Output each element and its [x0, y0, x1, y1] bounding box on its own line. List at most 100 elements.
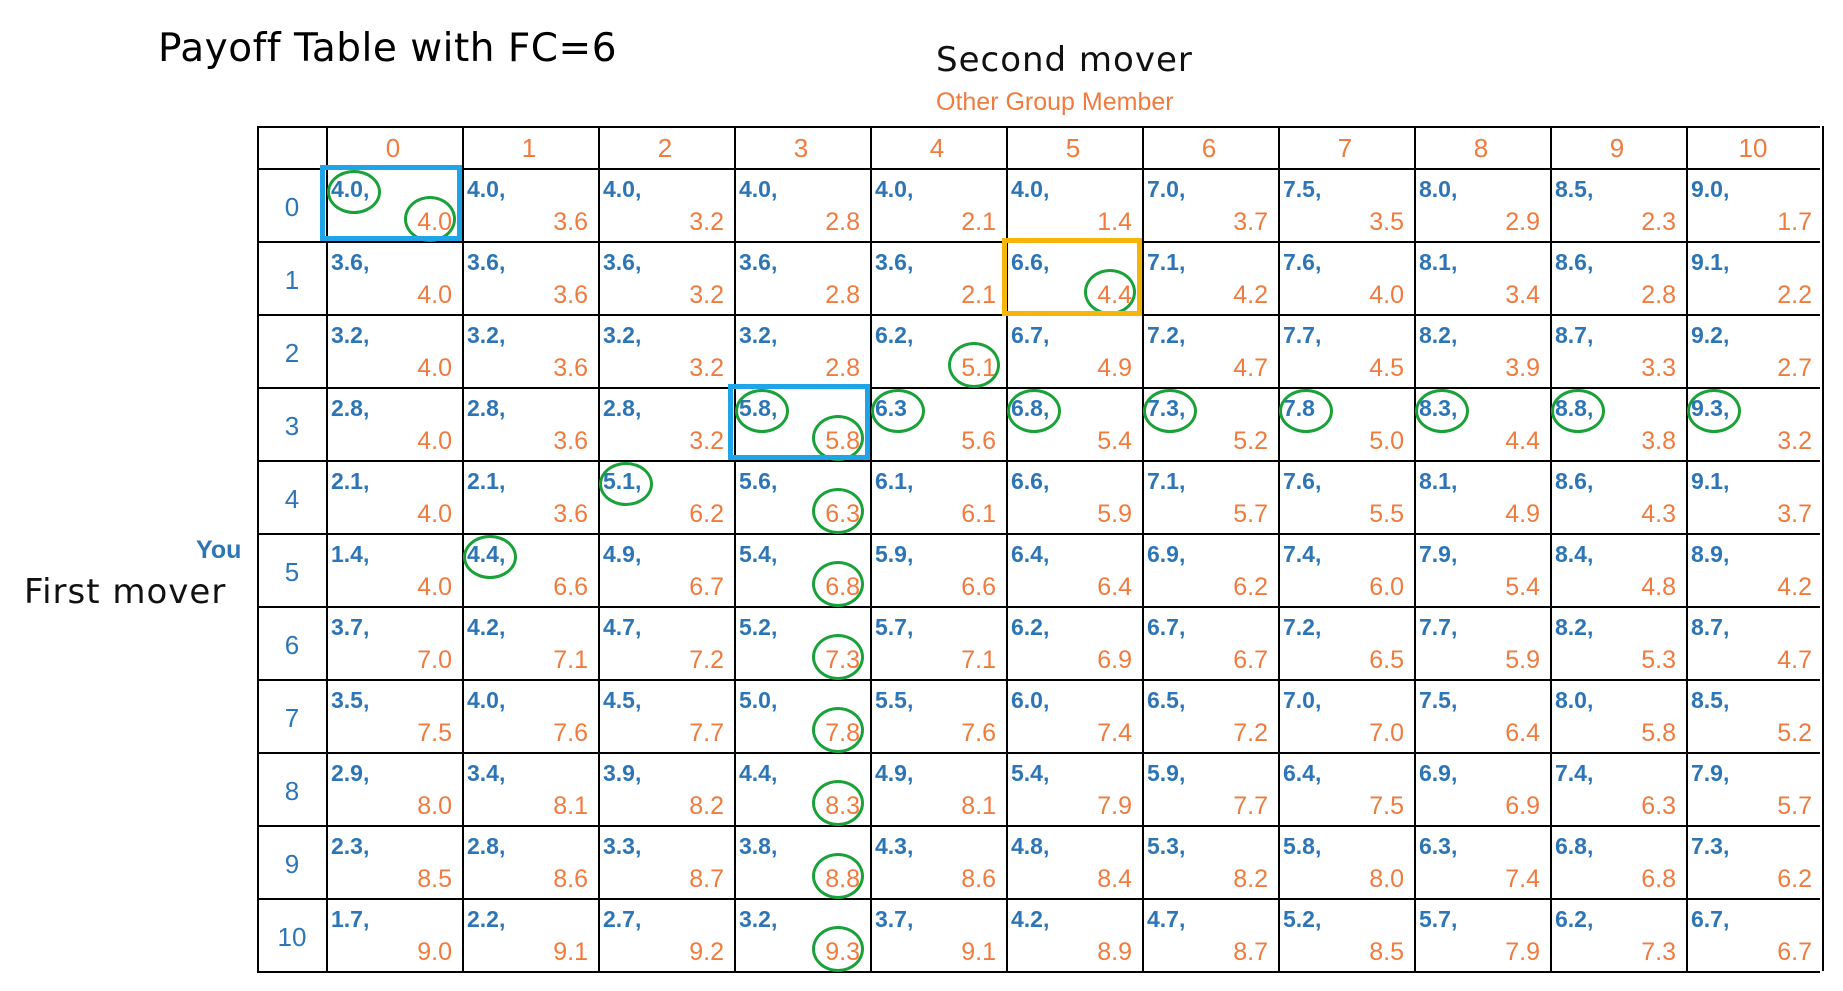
first-mover-payoff: 7.4,: [1555, 760, 1594, 786]
first-mover-payoff: 4.0,: [875, 176, 914, 202]
second-mover-payoff: 5.2: [1777, 719, 1812, 747]
second-mover-payoff: 5.5: [1369, 500, 1404, 528]
table-col-divider: [1414, 126, 1416, 971]
column-header: 1: [521, 133, 537, 163]
first-mover-payoff: 3.2,: [331, 322, 370, 348]
first-mover-payoff: 4.0,: [739, 176, 778, 202]
first-mover-payoff: 6.4,: [1283, 760, 1322, 786]
second-mover-payoff: 8.4: [1097, 865, 1132, 893]
best-response-circle: [948, 342, 1000, 388]
second-mover-payoff: 3.5: [1369, 208, 1404, 236]
second-mover-payoff: 4.8: [1641, 573, 1676, 601]
table-row-divider: [257, 825, 1820, 827]
second-mover-payoff: 4.7: [1777, 646, 1812, 674]
second-mover-payoff: 6.5: [1369, 646, 1404, 674]
second-mover-payoff: 3.6: [553, 427, 588, 455]
first-mover-payoff: 3.7,: [875, 906, 914, 932]
table-row-divider: [257, 679, 1820, 681]
second-mover-payoff: 4.9: [1505, 500, 1540, 528]
second-mover-payoff: 8.2: [689, 792, 724, 820]
second-mover-payoff: 8.0: [1369, 865, 1404, 893]
first-mover-payoff: 4.4,: [739, 760, 778, 786]
second-mover-payoff: 3.6: [553, 281, 588, 309]
first-mover-payoff: 3.2,: [739, 322, 778, 348]
first-mover-payoff: 5.6,: [739, 468, 778, 494]
second-mover-payoff: 6.7: [1233, 646, 1268, 674]
second-mover-payoff: 6.3: [1641, 792, 1676, 820]
second-mover-payoff: 7.9: [1097, 792, 1132, 820]
first-mover-payoff: 3.6,: [467, 249, 506, 275]
table-col-divider: [326, 126, 328, 971]
second-mover-payoff: 9.2: [689, 938, 724, 966]
second-mover-payoff: 7.5: [417, 719, 452, 747]
column-header: 8: [1473, 133, 1489, 163]
column-header: 3: [793, 133, 809, 163]
second-mover-payoff: 2.7: [1777, 354, 1812, 382]
second-mover-payoff: 3.7: [1233, 208, 1268, 236]
second-mover-payoff: 4.3: [1641, 500, 1676, 528]
second-mover-payoff: 7.3: [1641, 938, 1676, 966]
second-mover-payoff: 7.2: [689, 646, 724, 674]
second-mover-payoff: 2.3: [1641, 208, 1676, 236]
first-mover-payoff: 6.2,: [1555, 906, 1594, 932]
second-mover-payoff: 2.2: [1777, 281, 1812, 309]
second-mover-payoff: 6.0: [1369, 573, 1404, 601]
best-response-circle: [871, 389, 925, 433]
second-mover-payoff: 3.3: [1641, 354, 1676, 382]
second-mover-payoff: 1.4: [1097, 208, 1132, 236]
first-mover-payoff: 4.5,: [603, 687, 642, 713]
first-mover-payoff: 7.9,: [1691, 760, 1730, 786]
first-mover-payoff: 2.7,: [603, 906, 642, 932]
table-col-divider: [870, 126, 872, 971]
second-mover-payoff: 3.9: [1505, 354, 1540, 382]
first-mover-payoff: 4.9,: [875, 760, 914, 786]
second-mover-payoff: 3.2: [1777, 427, 1812, 455]
row-axis-label: You: [196, 536, 242, 564]
column-header: 6: [1201, 133, 1217, 163]
row-header: 5: [284, 557, 300, 587]
first-mover-payoff: 3.2,: [603, 322, 642, 348]
page-title: Payoff Table with FC=6: [158, 26, 618, 71]
first-mover-payoff: 3.6,: [331, 249, 370, 275]
second-mover-payoff: 5.2: [1233, 427, 1268, 455]
first-mover-payoff: 7.5,: [1283, 176, 1322, 202]
best-response-circle: [735, 389, 789, 433]
second-mover-payoff: 8.5: [417, 865, 452, 893]
second-mover-payoff: 5.8: [1641, 719, 1676, 747]
best-response-circle: [1007, 389, 1061, 433]
first-mover-payoff: 7.6,: [1283, 249, 1322, 275]
second-mover-payoff: 5.7: [1777, 792, 1812, 820]
first-mover-payoff: 7.6,: [1283, 468, 1322, 494]
table-row-divider: [257, 533, 1820, 535]
first-mover-payoff: 7.2,: [1147, 322, 1186, 348]
column-axis-label: Other Group Member: [936, 88, 1174, 116]
first-mover-payoff: 3.6,: [739, 249, 778, 275]
column-header: 5: [1065, 133, 1081, 163]
first-mover-payoff: 4.7,: [1147, 906, 1186, 932]
second-mover-payoff: 3.6: [553, 500, 588, 528]
best-response-circle: [812, 634, 864, 680]
table-col-divider: [1278, 126, 1280, 971]
second-mover-payoff: 7.7: [689, 719, 724, 747]
second-mover-payoff: 7.6: [553, 719, 588, 747]
second-mover-payoff: 6.4: [1097, 573, 1132, 601]
first-mover-payoff: 6.6,: [1011, 468, 1050, 494]
first-mover-payoff: 4.0,: [467, 687, 506, 713]
first-mover-payoff: 2.8,: [467, 395, 506, 421]
first-mover-payoff: 6.4,: [1011, 541, 1050, 567]
first-mover-payoff: 5.7,: [1419, 906, 1458, 932]
row-header: 7: [284, 703, 300, 733]
first-mover-payoff: 2.9,: [331, 760, 370, 786]
best-response-circle: [1279, 389, 1333, 433]
second-mover-payoff: 4.2: [1777, 573, 1812, 601]
first-mover-payoff: 8.2,: [1419, 322, 1458, 348]
row-header: 4: [284, 484, 300, 514]
first-mover-payoff: 2.2,: [467, 906, 506, 932]
first-mover-payoff: 5.0,: [739, 687, 778, 713]
row-header: 6: [284, 630, 300, 660]
second-mover-payoff: 8.5: [1369, 938, 1404, 966]
first-mover-payoff: 7.1,: [1147, 468, 1186, 494]
second-mover-payoff: 5.7: [1233, 500, 1268, 528]
second-mover-label: Second mover: [936, 40, 1193, 80]
